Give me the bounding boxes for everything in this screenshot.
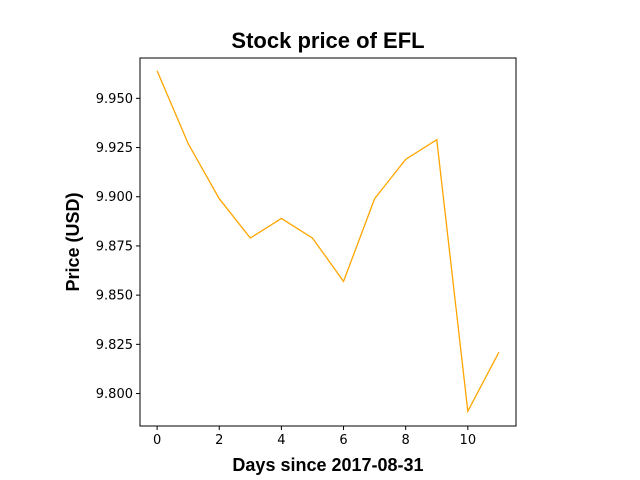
y-tick-label: 9.950 <box>96 92 133 107</box>
y-tick-label: 9.900 <box>96 190 133 205</box>
x-tick-label: 6 <box>339 433 347 448</box>
y-tick-label: 9.850 <box>96 289 133 304</box>
x-axis-label: Days since 2017-08-31 <box>232 455 423 475</box>
x-tick-label: 4 <box>277 433 285 448</box>
x-tick-label: 2 <box>215 433 223 448</box>
plot-area <box>139 57 517 427</box>
y-tick-label: 9.925 <box>96 141 133 156</box>
x-tick-label: 8 <box>402 433 410 448</box>
y-axis-label: Price (USD) <box>63 192 83 291</box>
plot-frame <box>139 57 517 427</box>
chart-title: Stock price of EFL <box>231 28 424 53</box>
y-axis: 9.800 9.825 9.850 9.875 9.900 9.925 9.950 <box>96 92 140 402</box>
y-tick-label: 9.800 <box>96 387 133 402</box>
series-layer <box>156 70 500 414</box>
x-axis: 0 2 4 6 8 10 <box>153 426 476 448</box>
x-tick-label: 10 <box>460 433 477 448</box>
series-line-0 <box>156 70 500 414</box>
y-tick-label: 9.875 <box>96 239 133 254</box>
y-tick-label: 9.825 <box>96 338 133 353</box>
x-tick-label: 0 <box>153 433 161 448</box>
